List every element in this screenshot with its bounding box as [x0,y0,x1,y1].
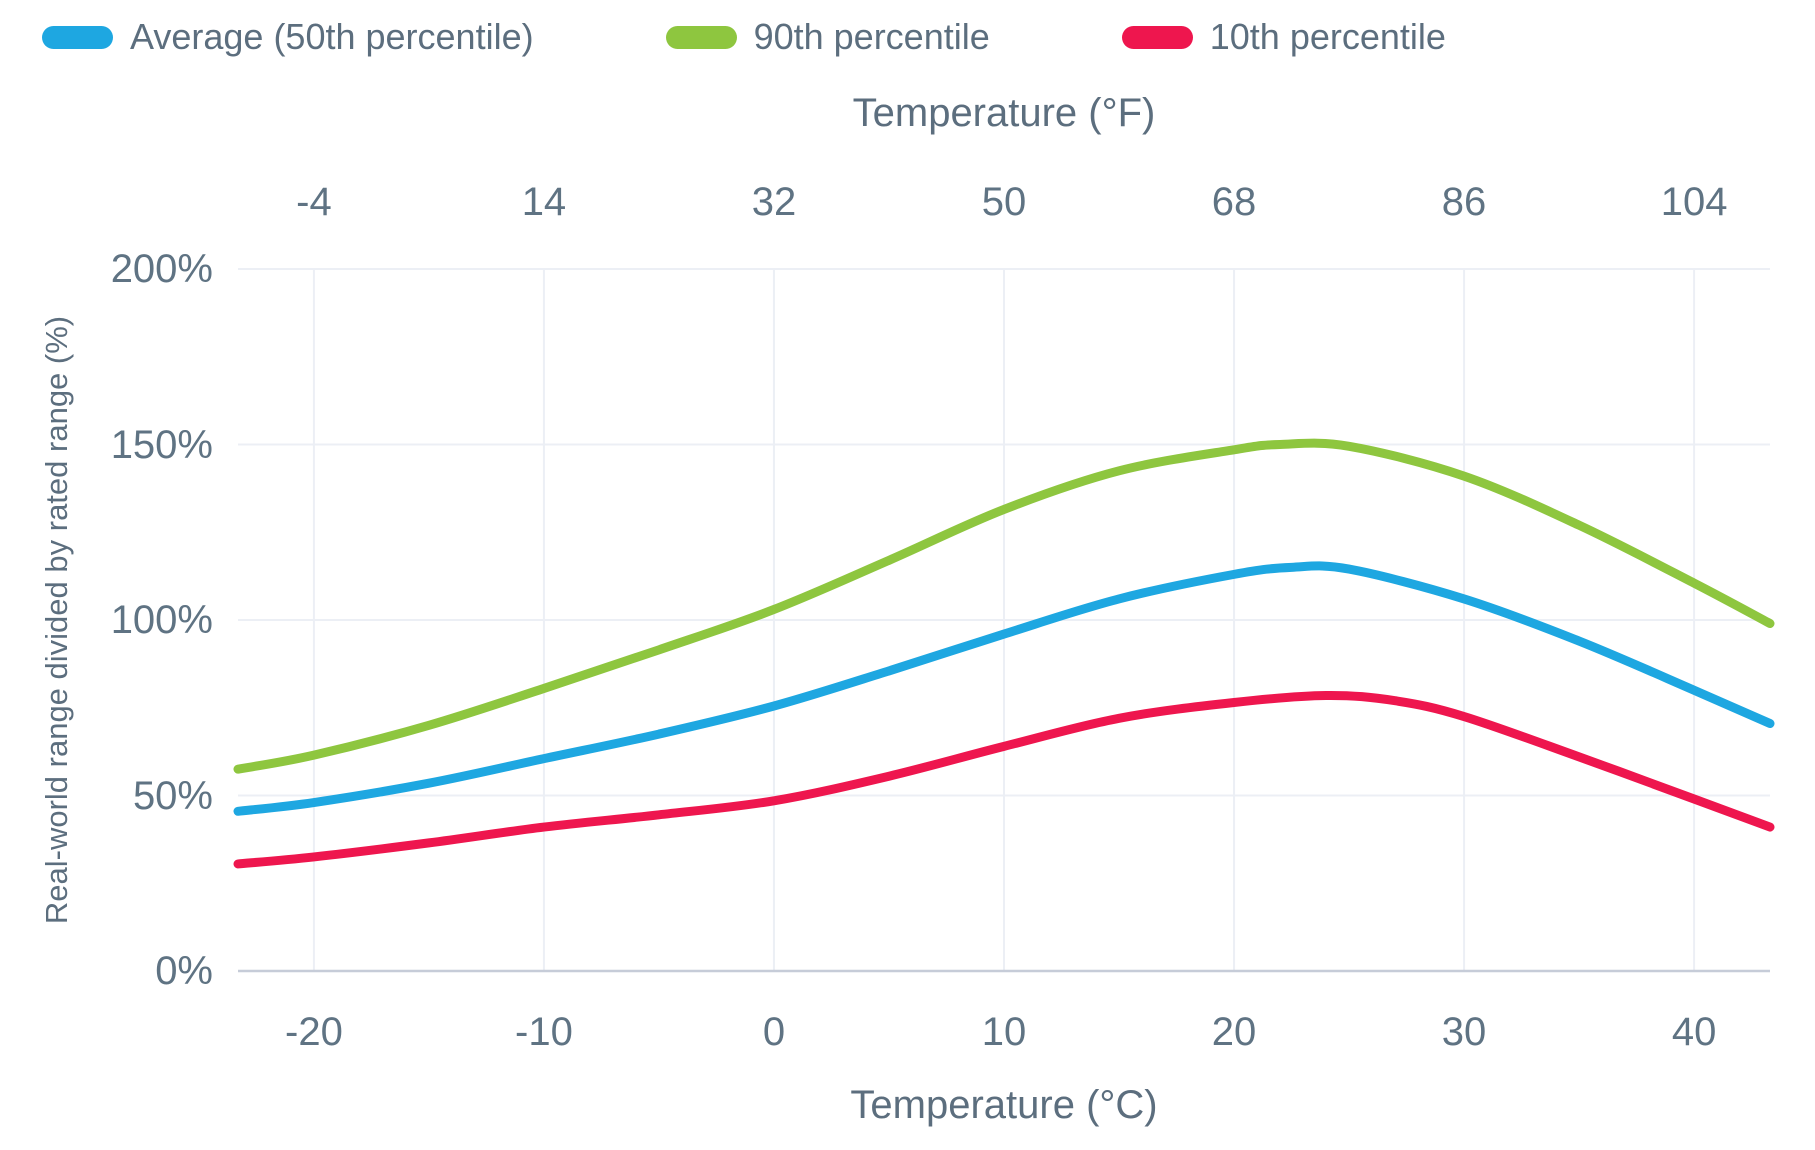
legend-item-average[interactable]: Average (50th percentile) [42,16,534,58]
y-tick-percent: 0% [155,949,213,993]
x-tick-fahrenheit: 68 [1211,180,1257,224]
y-tick-percent: 100% [110,598,213,642]
x-tick-celsius: 30 [1441,1010,1487,1054]
y-tick-percent: 50% [132,773,213,818]
legend-item-90th-percentile[interactable]: 90th percentile [665,16,990,58]
x-tick-celsius: -10 [515,1010,573,1054]
series-line-90th-percentile [233,438,1775,774]
legend-swatch-90th-percentile [665,25,737,49]
bottom-axis-title: Temperature (°C) [850,1083,1158,1127]
x-tick-celsius: 40 [1671,1010,1717,1054]
y-tick-percent: 150% [110,422,213,467]
legend-swatch-average [42,25,113,49]
x-tick-celsius: 0 [762,1010,786,1054]
legend-item-10th-percentile[interactable]: 10th percentile [1121,16,1446,58]
y-tick-percent: 200% [110,247,213,291]
x-tick-fahrenheit: 14 [521,180,567,224]
x-tick-fahrenheit: -4 [296,180,332,224]
legend-label-90th-percentile: 90th percentile [753,16,990,57]
x-tick-fahrenheit: 50 [981,180,1027,224]
x-tick-celsius: 20 [1211,1010,1257,1054]
x-tick-fahrenheit: 86 [1441,180,1487,224]
legend-swatch-10th-percentile [1121,25,1193,49]
top-axis-title: Temperature (°F) [852,91,1156,135]
x-tick-celsius: 10 [981,1010,1027,1054]
legend-label-average: Average (50th percentile) [130,16,534,57]
legend: Average (50th percentile) 90th percentil… [42,12,1446,62]
series-line-10th-percentile [233,690,1775,869]
x-tick-fahrenheit: 104 [1660,180,1728,224]
legend-label-10th-percentile: 10th percentile [1209,16,1446,57]
x-tick-fahrenheit: 32 [751,180,797,224]
x-tick-celsius: -20 [285,1010,343,1054]
series-line-average-50th-percentile- [233,561,1775,816]
